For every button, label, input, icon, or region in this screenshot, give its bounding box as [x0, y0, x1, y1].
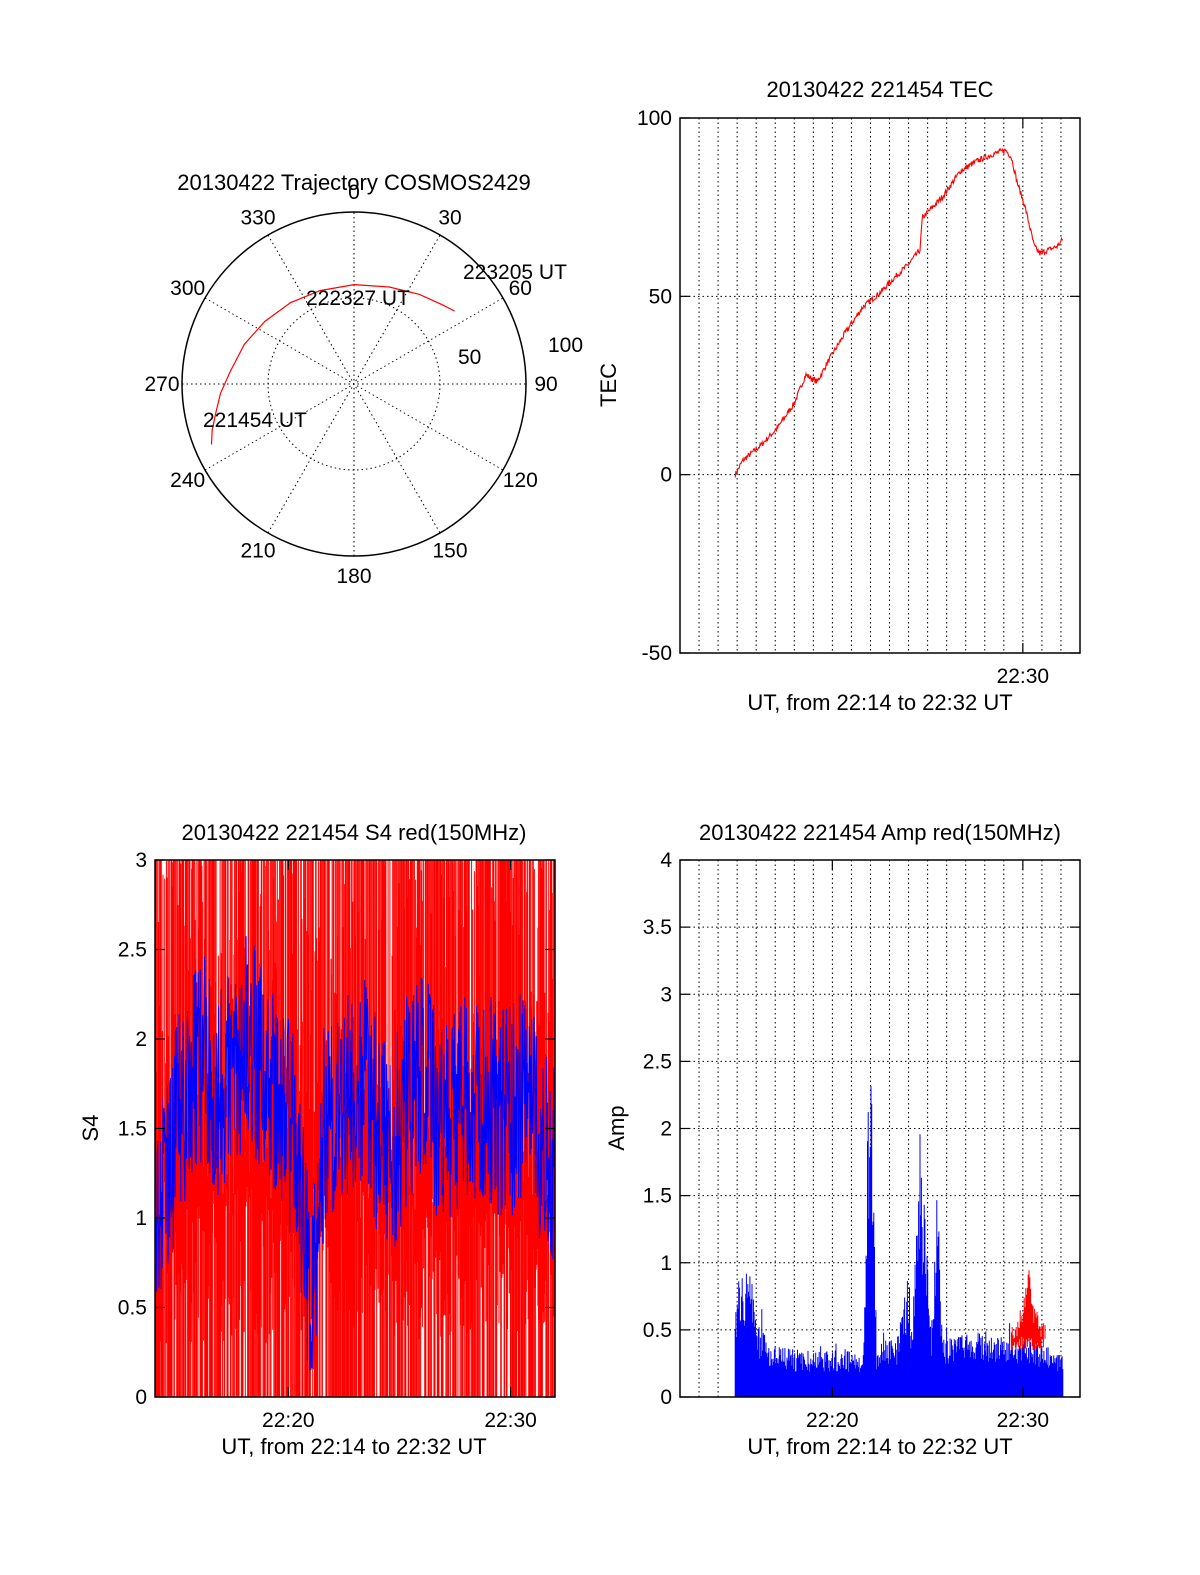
polar-azimuth-label: 150	[432, 539, 467, 562]
amp-title: 20130422 221454 Amp red(150MHz)	[699, 820, 1061, 845]
amp-y-tick-label: 0.5	[643, 1319, 672, 1342]
amp-blue-trace	[734, 1086, 1064, 1397]
polar-trajectory-line	[210, 283, 455, 445]
polar-radial-label-100: 100	[548, 334, 583, 357]
s4-y-tick-label: 1	[135, 1207, 147, 1230]
s4-x-tick-label: 22:30	[484, 1409, 537, 1432]
polar-azimuth-label: 180	[336, 565, 371, 588]
polar-title: 20130422 Trajectory COSMOS2429	[177, 170, 530, 195]
s4-y-tick-label: 2.5	[118, 939, 147, 962]
amp-y-tick-label: 1	[660, 1252, 672, 1275]
polar-spokes	[182, 212, 526, 556]
polar-annotation-end: 223205 UT	[463, 261, 567, 284]
amp-y-label: Amp	[604, 1105, 629, 1150]
polar-azimuth-label: 60	[509, 277, 532, 300]
s4-y-tick-label: 0	[135, 1386, 147, 1409]
amp-x-label: UT, from 22:14 to 22:32 UT	[747, 1434, 1012, 1459]
amp-x-ticks: 22:20 22:30	[806, 860, 1049, 1432]
s4-x-ticks: 22:20 22:30	[262, 860, 537, 1432]
tec-series	[734, 147, 1064, 478]
polar-radial-label-50: 50	[458, 346, 481, 369]
s4-blue-series	[154, 936, 556, 1371]
polar-azimuth-label: 120	[503, 469, 538, 492]
tec-plot-frame	[679, 117, 1081, 654]
s4-y-label: S4	[78, 1115, 103, 1142]
polar-azimuth-label: 270	[144, 373, 179, 396]
tec-y-tick-label: 0	[660, 464, 672, 487]
tec-y-label: TEC	[596, 363, 621, 407]
polar-spoke	[267, 234, 441, 534]
amp-x-tick-label: 22:30	[997, 1409, 1050, 1432]
polar-azimuth-label: 30	[438, 207, 461, 230]
s4-title: 20130422 221454 S4 red(150MHz)	[182, 820, 527, 845]
tec-y-tick-label: 50	[649, 285, 672, 308]
tec-y-tick-label: -50	[642, 642, 672, 665]
amp-chart: 20130422 221454 Amp red(150MHz) 0 0.5 1 1.5…	[604, 820, 1081, 1459]
polar-azimuth-label: 90	[534, 373, 557, 396]
polar-azimuth-label: 240	[170, 469, 205, 492]
polar-annotation-mid: 222327 UT	[306, 287, 410, 310]
amp-y-tick-label: 0	[660, 1386, 672, 1409]
amp-y-tick-label: 2	[660, 1118, 672, 1141]
s4-chart: 20130422 221454 S4 red(150MHz) 0 0.5 1 1.5 2…	[78, 820, 556, 1459]
amp-y-tick-label: 3	[660, 983, 672, 1006]
amp-y-ticks: 0 0.5 1 1.5 2 2.5 3 3.5 4	[643, 849, 1080, 1409]
amp-grid	[680, 860, 1080, 1397]
polar-azimuth-label: 210	[240, 539, 275, 562]
amp-y-tick-label: 1.5	[643, 1185, 672, 1208]
tec-y-tick-label: 100	[637, 107, 672, 130]
s4-x-tick-label: 22:20	[262, 1409, 315, 1432]
s4-blue-trace	[154, 936, 556, 1371]
amp-x-tick-label: 22:20	[806, 1409, 859, 1432]
tec-title: 20130422 221454 TEC	[766, 77, 993, 102]
amp-red-series	[1010, 1270, 1046, 1350]
s4-x-label: UT, from 22:14 to 22:32 UT	[221, 1434, 486, 1459]
amp-y-tick-label: 4	[660, 849, 672, 872]
amp-y-tick-label: 3.5	[643, 916, 672, 939]
tec-grid	[680, 118, 1080, 653]
polar-annotation-start: 221454 UT	[203, 409, 307, 432]
tec-series-line	[734, 147, 1064, 478]
tec-x-ticks: 22:30	[997, 118, 1050, 688]
s4-y-tick-label: 3	[135, 849, 147, 872]
polar-azimuth-label: 0	[348, 181, 360, 204]
s4-y-tick-label: 0.5	[118, 1297, 147, 1320]
s4-y-tick-label: 2	[135, 1028, 147, 1051]
amp-red-trace	[1010, 1270, 1046, 1350]
s4-y-tick-label: 1.5	[118, 1118, 147, 1141]
polar-azimuth-labels: 0 30 60 90 120 150 180 210 240 270 300 330	[144, 181, 557, 588]
tec-y-ticks: -50 0 50 100	[637, 107, 1080, 665]
polar-azimuth-label: 300	[170, 277, 205, 300]
tec-x-label: UT, from 22:14 to 22:32 UT	[747, 690, 1012, 715]
amp-y-tick-label: 2.5	[643, 1050, 672, 1073]
s4-y-ticks: 0 0.5 1 1.5 2 2.5 3	[118, 849, 555, 1409]
tec-x-tick-label: 22:30	[997, 665, 1050, 688]
polar-azimuth-label: 330	[240, 207, 275, 230]
polar-trajectory-chart: 20130422 Trajectory COSMOS2429 0 30 60 90 12…	[144, 170, 583, 588]
amp-blue-series	[734, 1086, 1064, 1397]
